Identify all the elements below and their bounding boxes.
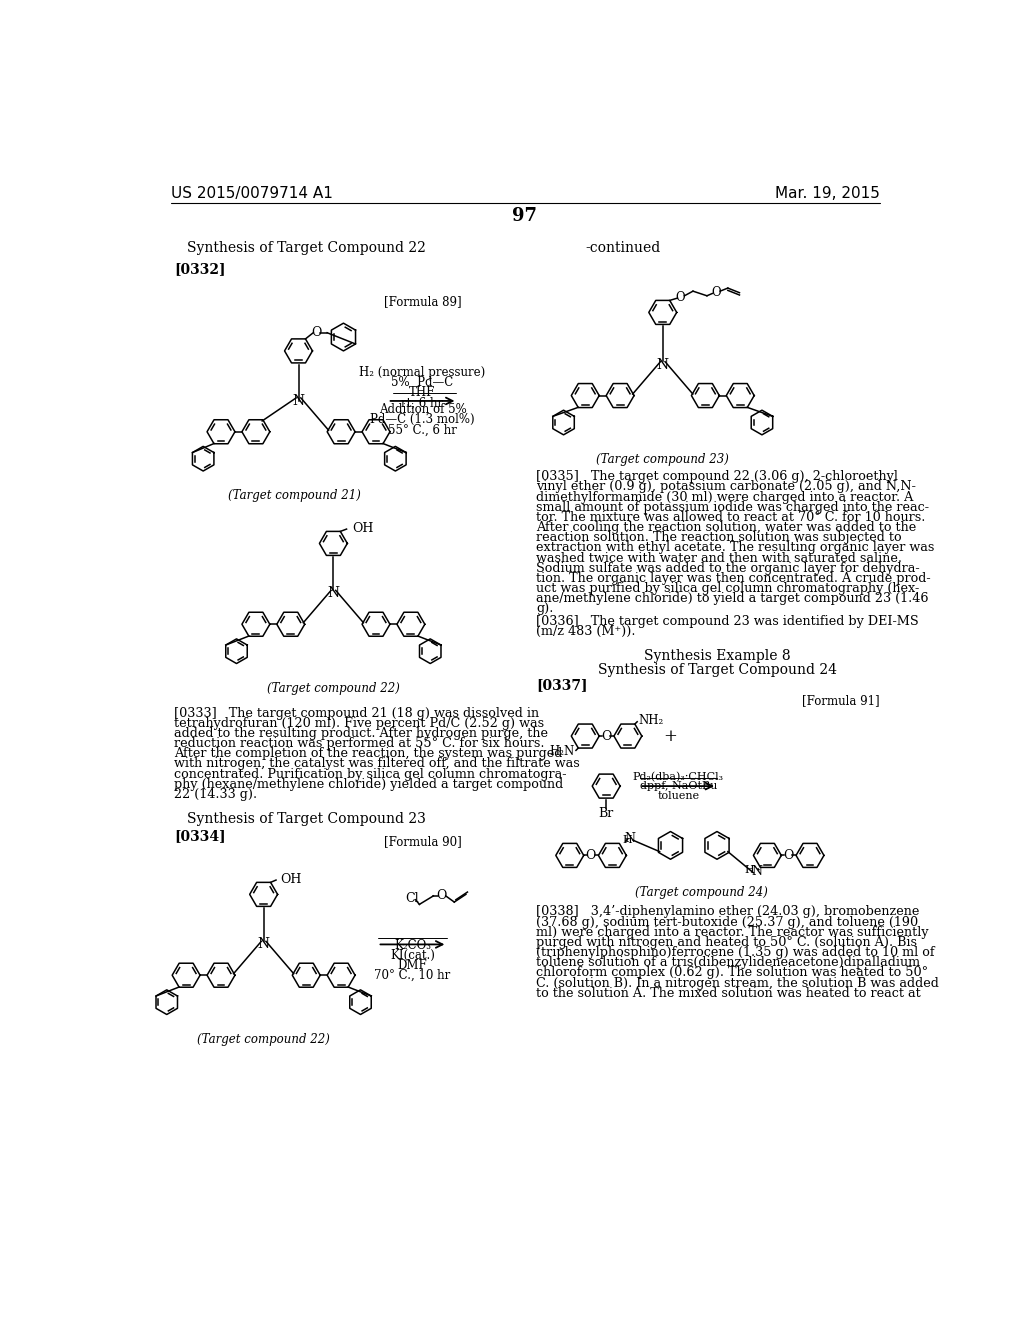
Text: tion. The organic layer was then concentrated. A crude prod-: tion. The organic layer was then concent… bbox=[537, 572, 931, 585]
Text: K₂CO₃: K₂CO₃ bbox=[394, 939, 431, 952]
Text: [Formula 90]: [Formula 90] bbox=[384, 836, 461, 847]
Text: 70° C., 10 hr: 70° C., 10 hr bbox=[375, 969, 451, 982]
Text: H₂ (normal pressure): H₂ (normal pressure) bbox=[359, 367, 485, 379]
Text: with nitrogen, the catalyst was filtered off, and the filtrate was: with nitrogen, the catalyst was filtered… bbox=[174, 758, 581, 771]
Text: small amount of potassium iodide was charged into the reac-: small amount of potassium iodide was cha… bbox=[537, 500, 930, 513]
Text: tor. The mixture was allowed to react at 70° C. for 10 hours.: tor. The mixture was allowed to react at… bbox=[537, 511, 926, 524]
Text: g).: g). bbox=[537, 602, 554, 615]
Text: O: O bbox=[783, 849, 794, 862]
Text: Sodium sulfate was added to the organic layer for dehydra-: Sodium sulfate was added to the organic … bbox=[537, 562, 920, 574]
Text: Synthesis Example 8: Synthesis Example 8 bbox=[644, 649, 791, 663]
Text: N: N bbox=[625, 833, 636, 845]
Text: toluene: toluene bbox=[657, 791, 699, 801]
Text: N: N bbox=[751, 865, 762, 878]
Text: [0332]: [0332] bbox=[174, 263, 226, 276]
Text: dppf, NaOtBu: dppf, NaOtBu bbox=[640, 781, 717, 792]
Text: H: H bbox=[623, 836, 632, 845]
Text: [0336]   The target compound 23 was identified by DEI-MS: [0336] The target compound 23 was identi… bbox=[537, 615, 920, 628]
Text: (m/z 483 (M⁺)).: (m/z 483 (M⁺)). bbox=[537, 626, 636, 638]
Text: After cooling the reaction solution, water was added to the: After cooling the reaction solution, wat… bbox=[537, 521, 916, 535]
Text: vinyl ether (0.9 g), potassium carbonate (2.05 g), and N,N-: vinyl ether (0.9 g), potassium carbonate… bbox=[537, 480, 916, 494]
Text: ane/methylene chloride) to yield a target compound 23 (1.46: ane/methylene chloride) to yield a targe… bbox=[537, 593, 929, 605]
Text: washed twice with water and then with saturated saline.: washed twice with water and then with sa… bbox=[537, 552, 902, 565]
Text: 5%  Pd—C: 5% Pd—C bbox=[391, 376, 454, 389]
Text: (37.68 g), sodium tert-butoxide (25.37 g), and toluene (190: (37.68 g), sodium tert-butoxide (25.37 g… bbox=[537, 916, 919, 928]
Text: Mar. 19, 2015: Mar. 19, 2015 bbox=[775, 186, 880, 202]
Text: [0337]: [0337] bbox=[537, 678, 588, 692]
Text: [0333]   The target compound 21 (18 g) was dissolved in: [0333] The target compound 21 (18 g) was… bbox=[174, 706, 540, 719]
Text: (Target compound 22): (Target compound 22) bbox=[198, 1034, 330, 1045]
Text: (Target compound 24): (Target compound 24) bbox=[635, 886, 768, 899]
Text: (triphenylphosphino)ferrocene (1.35 g) was added to 10 ml of: (triphenylphosphino)ferrocene (1.35 g) w… bbox=[537, 946, 935, 960]
Text: Pd₂(dba)₃·CHCl₃: Pd₂(dba)₃·CHCl₃ bbox=[633, 772, 724, 783]
Text: chloroform complex (0.62 g). The solution was heated to 50°: chloroform complex (0.62 g). The solutio… bbox=[537, 966, 929, 979]
Text: N: N bbox=[328, 586, 339, 601]
Text: tetrahydrofuran (120 ml). Five percent Pd/C (2.52 g) was: tetrahydrofuran (120 ml). Five percent P… bbox=[174, 717, 545, 730]
Text: THF: THF bbox=[410, 387, 435, 400]
Text: Pd—C (1.3 mol%): Pd—C (1.3 mol%) bbox=[371, 413, 475, 426]
Text: +: + bbox=[664, 727, 678, 744]
Text: (Target compound 23): (Target compound 23) bbox=[596, 453, 729, 466]
Text: toluene solution of a tris(dibenzylideneacetone)dipalladium: toluene solution of a tris(dibenzylidene… bbox=[537, 956, 921, 969]
Text: O: O bbox=[676, 290, 685, 304]
Text: dimethylformamide (30 ml) were charged into a reactor. A: dimethylformamide (30 ml) were charged i… bbox=[537, 491, 913, 503]
Text: US 2015/0079714 A1: US 2015/0079714 A1 bbox=[171, 186, 333, 202]
Text: Cl: Cl bbox=[406, 892, 419, 904]
Text: added to the resulting product. After hydrogen purge, the: added to the resulting product. After hy… bbox=[174, 727, 549, 741]
Text: uct was purified by silica gel column chromatography (hex-: uct was purified by silica gel column ch… bbox=[537, 582, 920, 595]
Text: (Target compound 21): (Target compound 21) bbox=[228, 490, 361, 503]
Text: phy (hexane/methylene chloride) yielded a target compound: phy (hexane/methylene chloride) yielded … bbox=[174, 777, 564, 791]
Text: [Formula 89]: [Formula 89] bbox=[384, 296, 461, 309]
Text: Addition of 5%: Addition of 5% bbox=[379, 404, 466, 416]
Text: O: O bbox=[712, 286, 721, 300]
Text: purged with nitrogen and heated to 50° C. (solution A). Bis: purged with nitrogen and heated to 50° C… bbox=[537, 936, 918, 949]
Text: extraction with ethyl acetate. The resulting organic layer was: extraction with ethyl acetate. The resul… bbox=[537, 541, 935, 554]
Text: ml) were charged into a reactor. The reactor was sufficiently: ml) were charged into a reactor. The rea… bbox=[537, 925, 929, 939]
Text: (Target compound 22): (Target compound 22) bbox=[267, 682, 399, 696]
Text: Synthesis of Target Compound 23: Synthesis of Target Compound 23 bbox=[186, 812, 426, 826]
Text: O: O bbox=[601, 730, 611, 743]
Text: H₂N: H₂N bbox=[549, 744, 574, 758]
Text: NH₂: NH₂ bbox=[638, 714, 664, 727]
Text: N: N bbox=[293, 393, 304, 408]
Text: C. (solution B). In a nitrogen stream, the solution B was added: C. (solution B). In a nitrogen stream, t… bbox=[537, 977, 939, 990]
Text: 55° C., 6 hr: 55° C., 6 hr bbox=[388, 424, 457, 437]
Text: DMF: DMF bbox=[397, 960, 427, 972]
Text: rt, 6 hr: rt, 6 hr bbox=[401, 396, 443, 409]
Text: [0335]   The target compound 22 (3.06 g), 2-chloroethyl: [0335] The target compound 22 (3.06 g), … bbox=[537, 470, 898, 483]
Text: reduction reaction was performed at 55° C. for six hours.: reduction reaction was performed at 55° … bbox=[174, 737, 545, 750]
Text: -continued: -continued bbox=[586, 240, 660, 255]
Text: Synthesis of Target Compound 22: Synthesis of Target Compound 22 bbox=[186, 240, 426, 255]
Text: N: N bbox=[258, 937, 269, 952]
Text: [Formula 91]: [Formula 91] bbox=[802, 694, 880, 706]
Text: to the solution A. The mixed solution was heated to react at: to the solution A. The mixed solution wa… bbox=[537, 987, 922, 999]
Text: O: O bbox=[311, 326, 322, 339]
Text: O: O bbox=[586, 849, 596, 862]
Text: H: H bbox=[744, 865, 755, 875]
Text: OH: OH bbox=[352, 521, 374, 535]
Text: reaction solution. The reaction solution was subjected to: reaction solution. The reaction solution… bbox=[537, 531, 902, 544]
Text: concentrated. Purification by silica gel column chromatogra-: concentrated. Purification by silica gel… bbox=[174, 768, 567, 780]
Text: KI(cat.): KI(cat.) bbox=[390, 949, 435, 962]
Text: 97: 97 bbox=[512, 207, 538, 226]
Text: After the completion of the reaction, the system was purged: After the completion of the reaction, th… bbox=[174, 747, 563, 760]
Text: Br: Br bbox=[599, 808, 613, 820]
Text: Synthesis of Target Compound 24: Synthesis of Target Compound 24 bbox=[597, 663, 837, 677]
Text: [0334]: [0334] bbox=[174, 829, 226, 843]
Text: [0338]   3,4’-diphenylamino ether (24.03 g), bromobenzene: [0338] 3,4’-diphenylamino ether (24.03 g… bbox=[537, 906, 920, 919]
Text: O: O bbox=[436, 890, 447, 903]
Text: N: N bbox=[656, 358, 669, 372]
Text: OH: OH bbox=[281, 873, 302, 886]
Text: 22 (14.33 g).: 22 (14.33 g). bbox=[174, 788, 258, 801]
